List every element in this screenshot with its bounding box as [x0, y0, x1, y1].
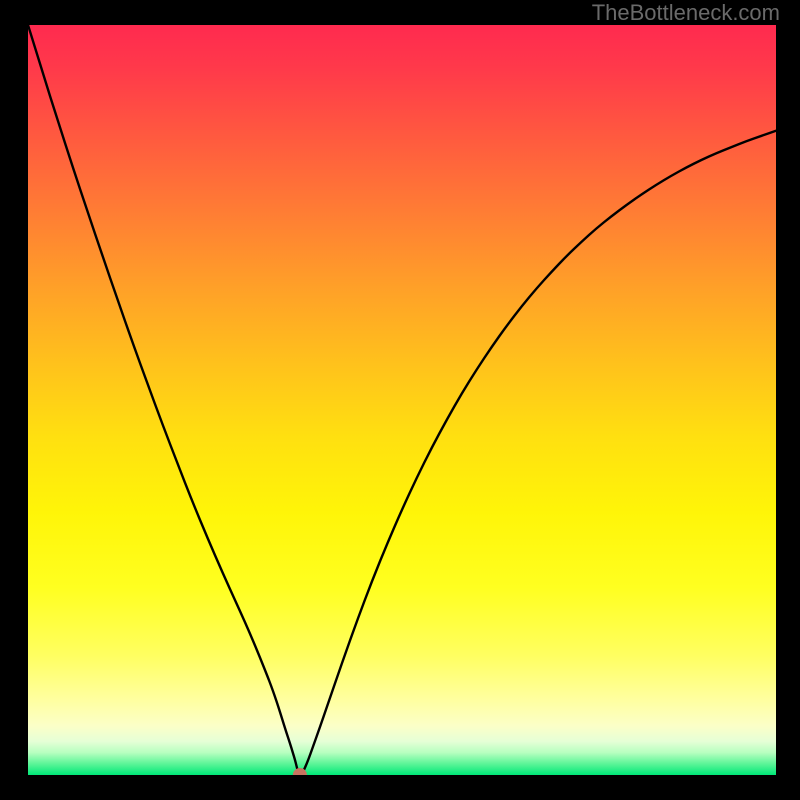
bottleneck-curve — [28, 25, 776, 775]
plot-area — [28, 25, 776, 775]
chart-container: TheBottleneck.com — [0, 0, 800, 800]
curve-layer — [28, 25, 776, 775]
watermark-text: TheBottleneck.com — [592, 0, 780, 26]
